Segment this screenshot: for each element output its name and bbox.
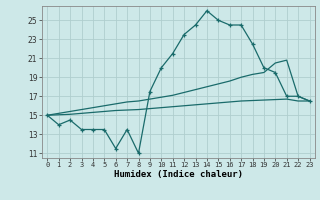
X-axis label: Humidex (Indice chaleur): Humidex (Indice chaleur) — [114, 170, 243, 179]
